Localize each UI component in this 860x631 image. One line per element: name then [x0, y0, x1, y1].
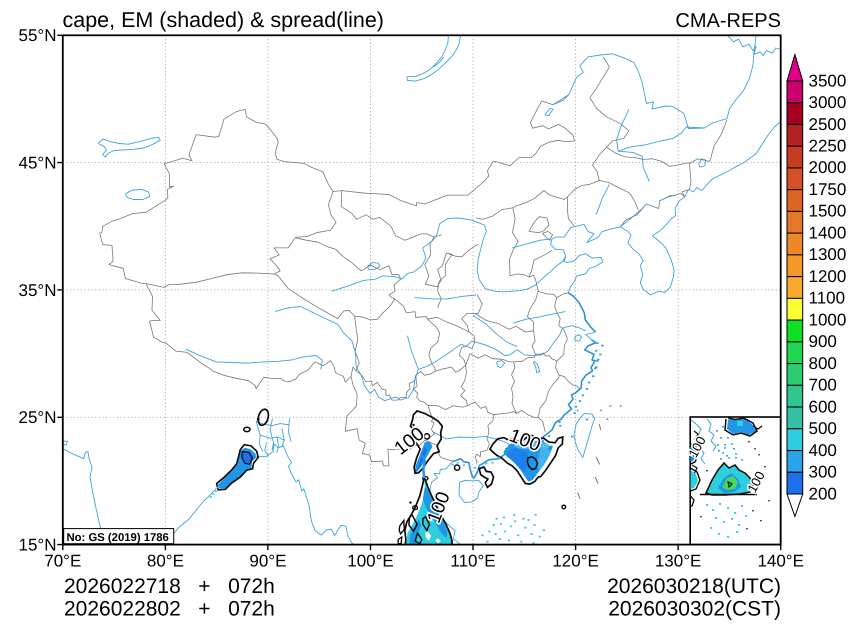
svg-text:900: 900 [809, 332, 837, 351]
svg-text:140°E: 140°E [757, 552, 804, 571]
svg-text:1200: 1200 [809, 267, 847, 286]
svg-text:2026030302(CST): 2026030302(CST) [608, 598, 781, 621]
svg-text:90°E: 90°E [249, 552, 286, 571]
svg-text:25°N: 25°N [19, 408, 57, 427]
svg-text:15°N: 15°N [19, 535, 57, 554]
svg-text:2000: 2000 [809, 158, 847, 177]
svg-text:400: 400 [809, 441, 837, 460]
svg-text:35°N: 35°N [19, 281, 57, 300]
svg-text:100°E: 100°E [347, 552, 394, 571]
svg-text:3500: 3500 [809, 71, 847, 90]
svg-text:2026022718 + 072h: 2026022718 + 072h [64, 575, 275, 598]
svg-text:300: 300 [809, 463, 837, 482]
svg-text:2500: 2500 [809, 115, 847, 134]
svg-text:1100: 1100 [809, 289, 846, 308]
svg-text:1300: 1300 [809, 245, 847, 264]
svg-text:CMA-REPS: CMA-REPS [675, 10, 781, 32]
svg-text:500: 500 [809, 419, 837, 438]
svg-text:700: 700 [809, 376, 837, 395]
svg-text:1000: 1000 [809, 310, 847, 329]
svg-text:No: GS (2019) 1786: No: GS (2019) 1786 [67, 532, 169, 544]
svg-text:45°N: 45°N [19, 153, 57, 172]
svg-text:2026022802 + 072h: 2026022802 + 072h [64, 598, 275, 621]
svg-text:2026030218(UTC): 2026030218(UTC) [607, 575, 781, 598]
svg-text:3000: 3000 [809, 93, 847, 112]
svg-text:cape, EM (shaded) & spread(lin: cape, EM (shaded) & spread(line) [63, 8, 384, 32]
svg-text:1500: 1500 [809, 202, 847, 221]
svg-text:2250: 2250 [809, 137, 847, 156]
svg-text:55°N: 55°N [19, 26, 57, 45]
svg-text:110°E: 110°E [450, 552, 495, 571]
svg-text:130°E: 130°E [655, 552, 702, 571]
svg-text:1400: 1400 [809, 224, 847, 243]
svg-text:120°E: 120°E [552, 552, 599, 571]
svg-text:80°E: 80°E [147, 552, 184, 571]
svg-text:200: 200 [809, 484, 837, 503]
svg-text:600: 600 [809, 397, 837, 416]
svg-text:70°E: 70°E [44, 552, 81, 571]
svg-text:800: 800 [809, 354, 837, 373]
svg-text:1750: 1750 [809, 180, 847, 199]
